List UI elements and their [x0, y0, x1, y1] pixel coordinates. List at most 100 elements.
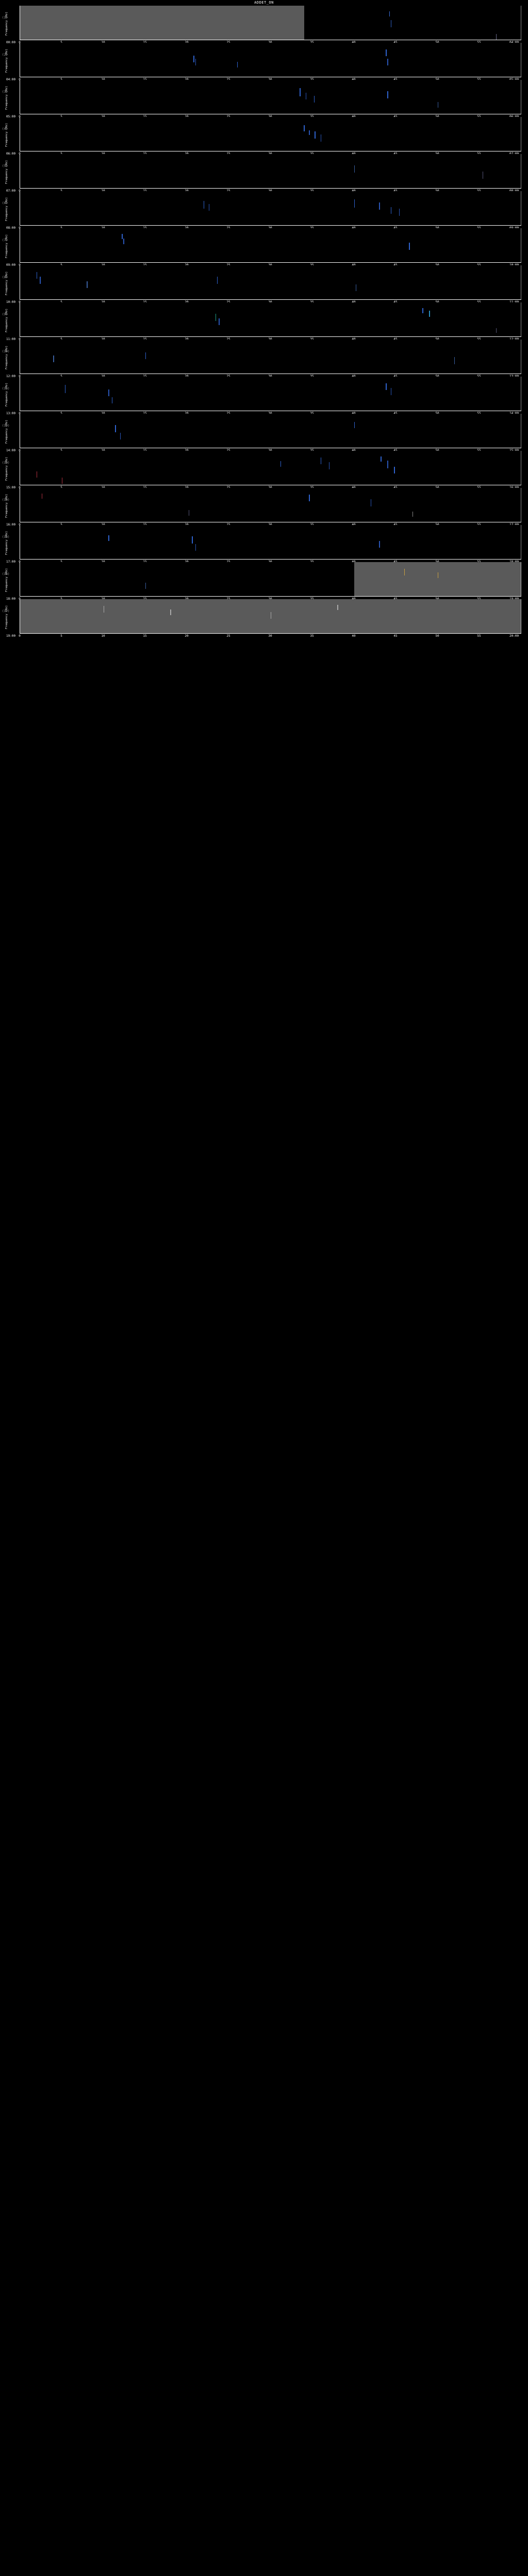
x-axis-tick-label: 5	[60, 375, 62, 378]
x-axis-minor-tick	[120, 188, 121, 189]
x-axis-minor-tick	[254, 299, 255, 300]
plot-area[interactable]: 02004006008001000	[20, 80, 521, 114]
panel-index-label: (5)	[2, 164, 8, 168]
x-axis-minor-tick	[404, 633, 405, 634]
x-axis-tick-label: 55	[477, 560, 481, 564]
x-axis-tick	[396, 188, 397, 189]
x-axis-minor-tick	[45, 225, 46, 226]
x-axis-tick-label: 0	[19, 523, 21, 527]
x-axis-minor-tick	[95, 596, 96, 597]
plot-area[interactable]: 02004006008001000	[20, 302, 521, 337]
panel-start-time: 12:00	[6, 375, 16, 378]
plot-area[interactable]: 02004006008001000	[20, 451, 521, 485]
detection-trace	[192, 536, 193, 544]
x-axis-minor-tick	[70, 225, 71, 226]
x-axis-tick	[312, 262, 313, 263]
plot-area[interactable]: 02004006008001000	[20, 414, 521, 448]
x-axis-minor-tick	[471, 633, 472, 634]
x-axis-tick-label: 35	[310, 412, 314, 415]
x-axis-tick-label: 50	[435, 634, 439, 638]
detection-trace	[394, 467, 395, 474]
y-axis-title: Frequency (Hz)	[5, 197, 8, 222]
plot-area[interactable]: 02004006008001000	[20, 525, 521, 560]
panel-start-time: 04:00	[6, 78, 16, 81]
x-axis-minor-tick	[254, 596, 255, 597]
x-axis-tick	[187, 596, 188, 597]
spectrogram-panel: (11)Frequency (Hz)0200400600800100005101…	[0, 377, 528, 420]
x-axis-minor-tick	[463, 262, 464, 263]
plot-area[interactable]: 02004006008001000	[20, 488, 521, 522]
x-axis-tick-label: 30	[268, 486, 272, 489]
x-axis-minor-tick	[446, 336, 447, 337]
x-axis-minor-tick	[287, 633, 288, 634]
x-axis-minor-tick	[362, 299, 363, 300]
x-axis-tick-label: 10	[101, 115, 105, 118]
plot-area[interactable]: 02004006008001000	[20, 43, 521, 77]
x-axis-tick-label: 15	[143, 597, 146, 601]
x-axis-tick-label: 40	[352, 560, 355, 564]
y-axis-title: Frequency (Hz)	[5, 86, 8, 110]
x-axis-tick-label: 5	[60, 189, 62, 193]
x-axis-minor-tick	[513, 559, 514, 560]
masked-region	[354, 562, 521, 596]
x-axis-minor-tick	[412, 299, 413, 300]
panel-start-time: 06:00	[6, 152, 16, 156]
x-axis-minor-tick	[28, 225, 29, 226]
x-axis-tick-label: 30	[268, 263, 272, 267]
x-axis-tick-label: 20	[185, 152, 188, 156]
detection-trace	[309, 495, 310, 502]
plot-area[interactable]: 02004006008001000	[20, 191, 521, 226]
plot-area[interactable]: 02004006008001000	[20, 117, 521, 151]
plot-area[interactable]: 02004006008001000	[20, 599, 521, 634]
y-axis-title: Frequency (Hz)	[5, 494, 8, 518]
x-axis-tick-label: 0	[19, 375, 21, 378]
detection-trace	[280, 461, 282, 467]
plot-area[interactable]: 02004006008001000	[20, 154, 521, 189]
x-axis-minor-tick	[421, 559, 422, 560]
x-axis-minor-tick	[471, 188, 472, 189]
plot-area[interactable]: 02004006008001000	[20, 562, 521, 597]
x-axis-tick-label: 45	[393, 300, 397, 304]
x-axis-minor-tick	[496, 336, 497, 337]
x-axis-tick	[354, 559, 355, 560]
x-axis-minor-tick	[237, 596, 238, 597]
x-axis-tick-label: 50	[435, 560, 439, 564]
detection-trace	[389, 11, 390, 16]
x-axis-tick-label: 35	[310, 152, 314, 156]
x-axis-minor-tick	[45, 596, 46, 597]
x-axis-tick	[145, 336, 146, 337]
x-axis-tick-label: 10	[101, 486, 105, 489]
x-axis-minor-tick	[262, 633, 263, 634]
y-axis-title: Frequency (Hz)	[5, 568, 8, 592]
x-axis-minor-tick	[28, 188, 29, 189]
x-axis-tick-label: 10	[101, 412, 105, 415]
x-axis-tick	[312, 225, 313, 226]
x-axis-minor-tick	[496, 225, 497, 226]
x-axis-minor-tick	[421, 225, 422, 226]
x-axis-minor-tick	[195, 559, 196, 560]
plot-area[interactable]: 02004006008001000	[20, 228, 521, 263]
plot-area[interactable]: 02004006008001000	[20, 340, 521, 374]
plot-area[interactable]: 02004006008001000	[20, 377, 521, 411]
detection-trace	[219, 318, 220, 326]
detection-trace	[387, 460, 388, 468]
x-axis-tick-label: 40	[352, 449, 355, 452]
x-axis-minor-tick	[87, 596, 88, 597]
x-axis-tick-label: 20	[185, 337, 188, 341]
x-axis-tick-label: 45	[393, 263, 397, 267]
x-axis-tick-label: 55	[477, 449, 481, 452]
plot-area[interactable]: 02004006008001000	[20, 265, 521, 300]
panel-index-label: (11)	[2, 386, 10, 391]
x-axis-tick	[187, 336, 188, 337]
x-axis-tick-label: 0	[19, 152, 21, 156]
x-axis-tick-label: 30	[268, 152, 272, 156]
detection-trace	[404, 569, 405, 576]
x-axis-tick-label: 0	[19, 300, 21, 304]
x-axis-tick-label: 40	[352, 412, 355, 415]
plot-area[interactable]: 02004006008001000	[20, 6, 521, 40]
x-axis-tick	[354, 299, 355, 300]
x-axis-minor-tick	[412, 596, 413, 597]
x-axis-minor-tick	[120, 262, 121, 263]
x-axis-minor-tick	[471, 596, 472, 597]
x-axis-minor-tick	[70, 336, 71, 337]
